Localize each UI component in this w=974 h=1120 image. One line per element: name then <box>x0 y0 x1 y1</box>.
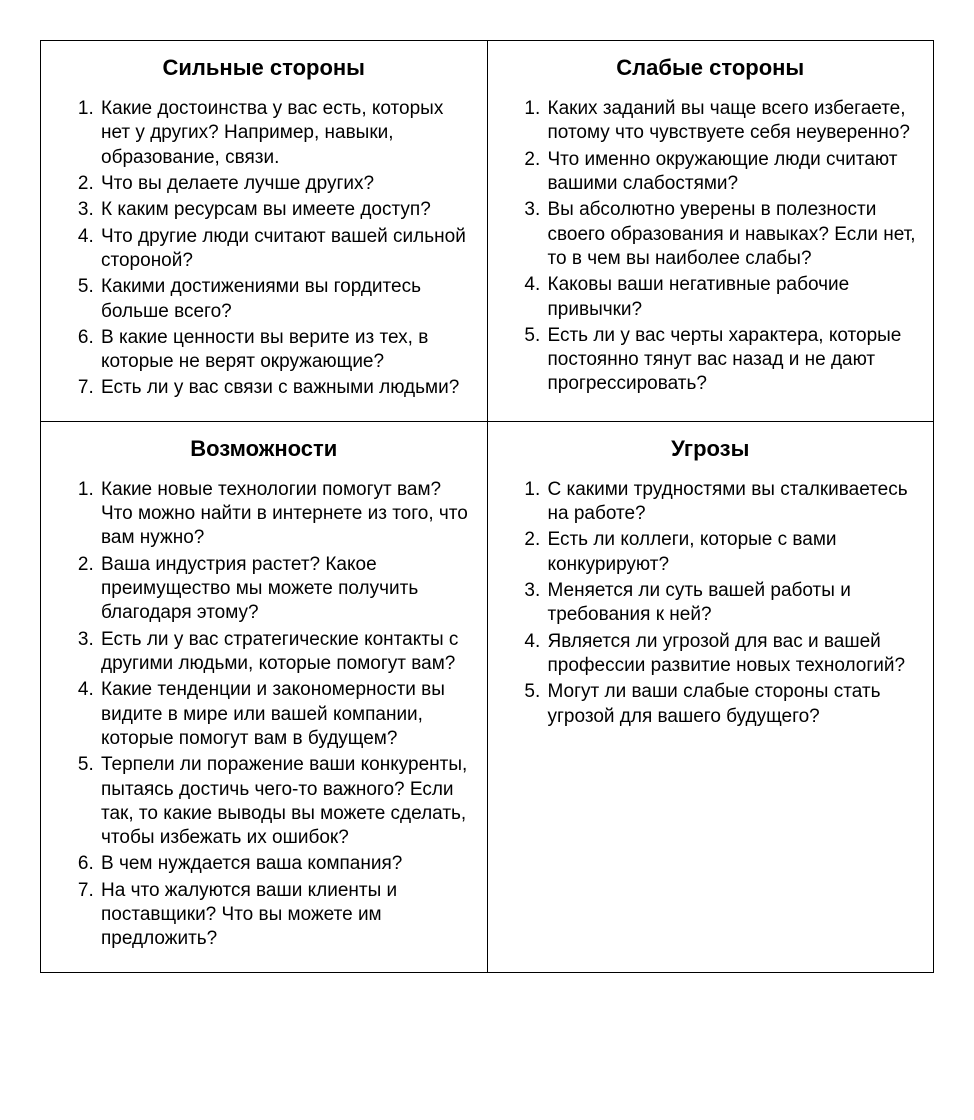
list-item: Могут ли ваши слабые стороны стать угроз… <box>546 680 920 729</box>
list-opportunities: Какие новые технологии помогут вам? Что … <box>55 478 473 952</box>
cell-opportunities: Возможности Какие новые технологии помог… <box>41 421 488 972</box>
list-item: Есть ли у вас связи с важными людьми? <box>99 376 473 400</box>
list-weaknesses: Каких заданий вы чаще всего избегаете, п… <box>502 97 920 397</box>
list-threats: С какими трудностями вы сталкиваетесь на… <box>502 478 920 729</box>
list-item: Вы абсолютно уверены в полезности своего… <box>546 198 920 271</box>
list-item: В какие ценности вы верите из тех, в кот… <box>99 326 473 375</box>
list-item: Каких заданий вы чаще всего избегаете, п… <box>546 97 920 146</box>
list-item: На что жалуются ваши клиенты и поставщик… <box>99 879 473 952</box>
heading-threats: Угрозы <box>502 436 920 462</box>
list-item: Какие достоинства у вас есть, которых не… <box>99 97 473 170</box>
list-item: Ваша индустрия растет? Какое преимуществ… <box>99 553 473 626</box>
swot-table: Сильные стороны Какие достоинства у вас … <box>40 40 934 973</box>
cell-weaknesses: Слабые стороны Каких заданий вы чаще все… <box>487 41 934 422</box>
list-item: Есть ли у вас черты характера, которые п… <box>546 324 920 397</box>
list-item: К каким ресурсам вы имеете доступ? <box>99 198 473 222</box>
cell-threats: Угрозы С какими трудностями вы сталкивае… <box>487 421 934 972</box>
list-item: Что вы делаете лучше других? <box>99 172 473 196</box>
list-item: Есть ли коллеги, которые с вами конкурир… <box>546 528 920 577</box>
list-item: Есть ли у вас стратегические контакты с … <box>99 628 473 677</box>
list-strengths: Какие достоинства у вас есть, которых не… <box>55 97 473 401</box>
list-item: Что другие люди считают вашей сильной ст… <box>99 225 473 274</box>
heading-weaknesses: Слабые стороны <box>502 55 920 81</box>
list-item: Какие новые технологии помогут вам? Что … <box>99 478 473 551</box>
list-item: В чем нуждается ваша компания? <box>99 852 473 876</box>
list-item: Какими достижениями вы гордитесь больше … <box>99 275 473 324</box>
list-item: Терпели ли поражение ваши конкуренты, пы… <box>99 753 473 850</box>
list-item: Меняется ли суть вашей работы и требован… <box>546 579 920 628</box>
heading-opportunities: Возможности <box>55 436 473 462</box>
list-item: С какими трудностями вы сталкиваетесь на… <box>546 478 920 527</box>
cell-strengths: Сильные стороны Какие достоинства у вас … <box>41 41 488 422</box>
list-item: Является ли угрозой для вас и вашей проф… <box>546 630 920 679</box>
list-item: Что именно окружающие люди считают вашим… <box>546 148 920 197</box>
list-item: Какие тенденции и закономерности вы види… <box>99 678 473 751</box>
heading-strengths: Сильные стороны <box>55 55 473 81</box>
list-item: Каковы ваши негативные рабочие привычки? <box>546 273 920 322</box>
